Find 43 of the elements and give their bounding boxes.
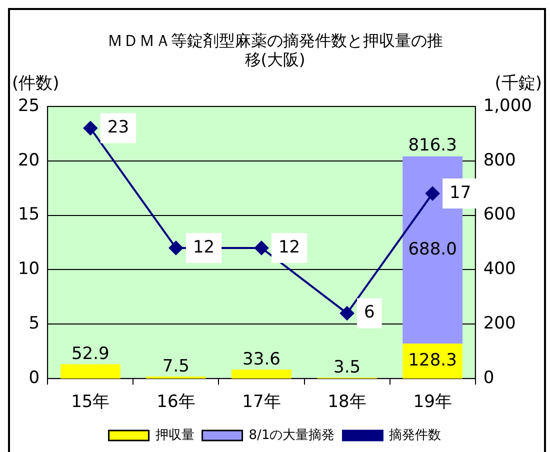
x-tick-label: 16年 [156, 392, 196, 412]
legend-label: 摘発件数 [389, 428, 442, 443]
point [83, 121, 98, 136]
data-label: 12 [192, 237, 215, 258]
chart-title: ＭＤＭＡ等錠剤型麻薬の摘発件数と押収量の推移(大阪) [107, 30, 443, 69]
y-tick-label: 0 [28, 368, 40, 388]
bar [60, 364, 120, 379]
legend-label: 押収量 [155, 428, 194, 443]
data-label: 17 [450, 182, 472, 203]
data-label: 7.5 [162, 356, 190, 376]
y2-tick-label: 800 [483, 150, 516, 170]
data-label: 3.5 [334, 358, 361, 378]
y2-tick-label: 400 [483, 259, 516, 280]
y-tick-label: 25 [18, 96, 40, 116]
point [168, 240, 183, 255]
y2-axis-title: (千錠) [494, 73, 542, 94]
y-tick-label: 15 [18, 204, 40, 225]
data-label: 6 [364, 302, 375, 323]
data-label: 33.6 [242, 349, 280, 370]
point [340, 306, 354, 320]
y2-tick-label: 600 [483, 204, 516, 225]
data-label: 128.3 [408, 350, 457, 371]
x-tick-label: 17年 [242, 392, 281, 412]
data-label: 688.0 [408, 239, 457, 260]
point [254, 240, 268, 255]
y-tick-label: 10 [18, 259, 40, 280]
point [426, 186, 440, 201]
data-label: 23 [107, 118, 130, 138]
x-tick-label: 18年 [328, 392, 366, 412]
y-tick-label: 5 [28, 314, 40, 334]
data-label: 12 [278, 237, 300, 258]
y2-tick-label: 200 [483, 314, 516, 334]
y-tick-label: 20 [18, 150, 40, 170]
y-axis-title: (件数) [12, 73, 60, 94]
bar [402, 344, 462, 379]
total-label: 816.3 [408, 135, 457, 156]
x-tick-label: 19年 [413, 392, 452, 412]
bar [232, 369, 292, 379]
y2-tick-label: 0 [483, 368, 494, 388]
legend-label: 8/1の大量摘発 [248, 428, 335, 443]
data-label: 52.9 [71, 344, 110, 364]
x-tick-label: 15年 [71, 392, 110, 412]
y2-tick-label: 1,000 [483, 96, 532, 116]
